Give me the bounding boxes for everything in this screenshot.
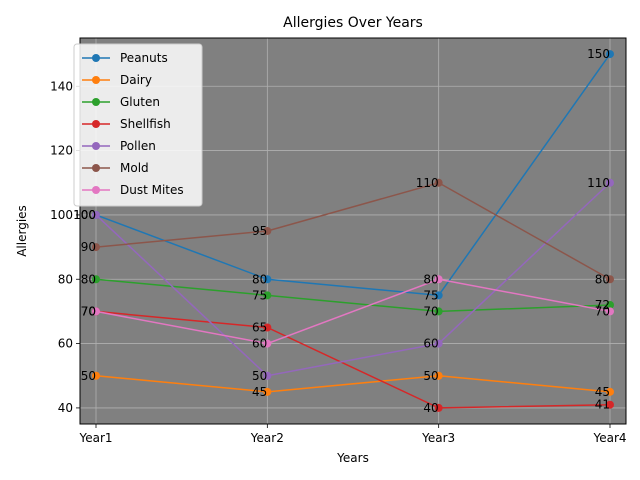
series-line — [95, 278, 611, 345]
data-point — [263, 339, 272, 348]
data-point — [92, 275, 100, 284]
data-point — [263, 387, 272, 396]
data-label: 75 — [423, 288, 438, 302]
y-tick-label: 100 — [50, 208, 73, 222]
data-point — [434, 371, 443, 380]
data-label: 70 — [423, 304, 438, 318]
y-tick-label: 140 — [50, 79, 73, 93]
series-line — [95, 374, 611, 393]
data-label: 80 — [595, 272, 610, 286]
legend-box — [73, 43, 203, 207]
y-tick-label: 80 — [58, 272, 73, 286]
data-point — [92, 307, 100, 316]
y-axis-title: Allergies — [15, 205, 29, 257]
data-point — [434, 307, 443, 316]
data-label: 110 — [416, 176, 439, 190]
data-label: 70 — [595, 304, 610, 318]
data-point — [606, 50, 614, 59]
data-point — [92, 371, 100, 380]
data-label: 60 — [423, 337, 438, 351]
data-point — [606, 307, 614, 316]
legend-entry: Gluten — [120, 95, 160, 109]
series-line — [95, 53, 611, 297]
plot-frame — [79, 37, 627, 425]
data-point — [606, 300, 614, 309]
data-label: 110 — [587, 176, 610, 190]
data-label: 50 — [81, 369, 96, 383]
legend-entry: Shellfish — [120, 117, 171, 131]
x-tick-label: Year4 — [592, 431, 626, 445]
legend: Peanuts Dairy Gluten Shellfish Pollen Mold Dus… — [73, 43, 203, 207]
data-point — [606, 400, 614, 409]
data-label: 100 — [73, 208, 96, 222]
legend-entry: Dairy — [120, 73, 152, 87]
data-point — [606, 178, 614, 187]
y-tick-label: 40 — [58, 401, 73, 415]
data-point — [263, 291, 272, 300]
data-point — [263, 227, 272, 235]
legend-marker — [92, 54, 100, 62]
data-label: 45 — [595, 385, 610, 399]
data-label: 40 — [423, 401, 438, 415]
series-line — [95, 181, 611, 280]
data-point — [92, 210, 100, 219]
data-point — [434, 339, 443, 348]
x-axis-title: Years — [336, 451, 369, 465]
chart-title: Allergies Over Years — [283, 15, 423, 31]
data-point — [606, 275, 614, 284]
x-axis-ticks: Year1 Year2 Year3 Year4 — [78, 424, 627, 445]
y-tick-label: 120 — [50, 144, 73, 158]
data-point — [434, 291, 443, 300]
series-line — [95, 278, 611, 313]
data-label: 70 — [81, 304, 96, 318]
data-point — [263, 323, 272, 332]
legend-marker — [92, 142, 100, 150]
data-label: 80 — [252, 272, 267, 286]
legend-marker — [92, 98, 100, 106]
data-label: 75 — [252, 288, 267, 302]
data-label: 45 — [252, 385, 267, 399]
y-axis-ticks: 40 60 80 100 120 140 — [50, 79, 80, 415]
data-label: 60 — [252, 337, 267, 351]
legend-marker — [92, 186, 100, 194]
data-point — [92, 243, 100, 252]
data-label: 50 — [252, 369, 267, 383]
data-label: 72 — [595, 298, 610, 312]
x-tick-label: Year1 — [78, 431, 112, 445]
data-label: 90 — [81, 240, 96, 254]
x-tick-label: Year2 — [250, 431, 284, 445]
series-layer — [92, 50, 614, 412]
x-tick-label: Year3 — [421, 431, 455, 445]
series-line — [95, 310, 611, 409]
data-label: 65 — [252, 321, 267, 335]
data-label: 95 — [252, 224, 267, 238]
data-label: 70 — [81, 304, 96, 318]
legend-entry: Dust Mites — [120, 183, 184, 197]
legend-entry: Peanuts — [120, 51, 168, 65]
data-point — [434, 275, 443, 284]
data-point — [606, 387, 614, 396]
data-point — [434, 178, 443, 187]
data-point — [263, 275, 272, 284]
series-line — [95, 182, 611, 377]
data-point — [263, 371, 272, 380]
data-label: 80 — [423, 272, 438, 286]
legend-marker — [92, 164, 100, 172]
legend-entry: Mold — [120, 161, 149, 175]
data-label: 100 — [73, 208, 96, 222]
data-label: 150 — [587, 47, 610, 61]
data-label: 50 — [423, 369, 438, 383]
legend-marker — [92, 76, 100, 84]
data-label: 80 — [81, 272, 96, 286]
data-point — [434, 403, 443, 412]
data-label: 41 — [595, 398, 610, 412]
y-tick-label: 60 — [58, 337, 73, 351]
legend-entry: Pollen — [120, 139, 156, 153]
legend-marker — [92, 120, 100, 128]
